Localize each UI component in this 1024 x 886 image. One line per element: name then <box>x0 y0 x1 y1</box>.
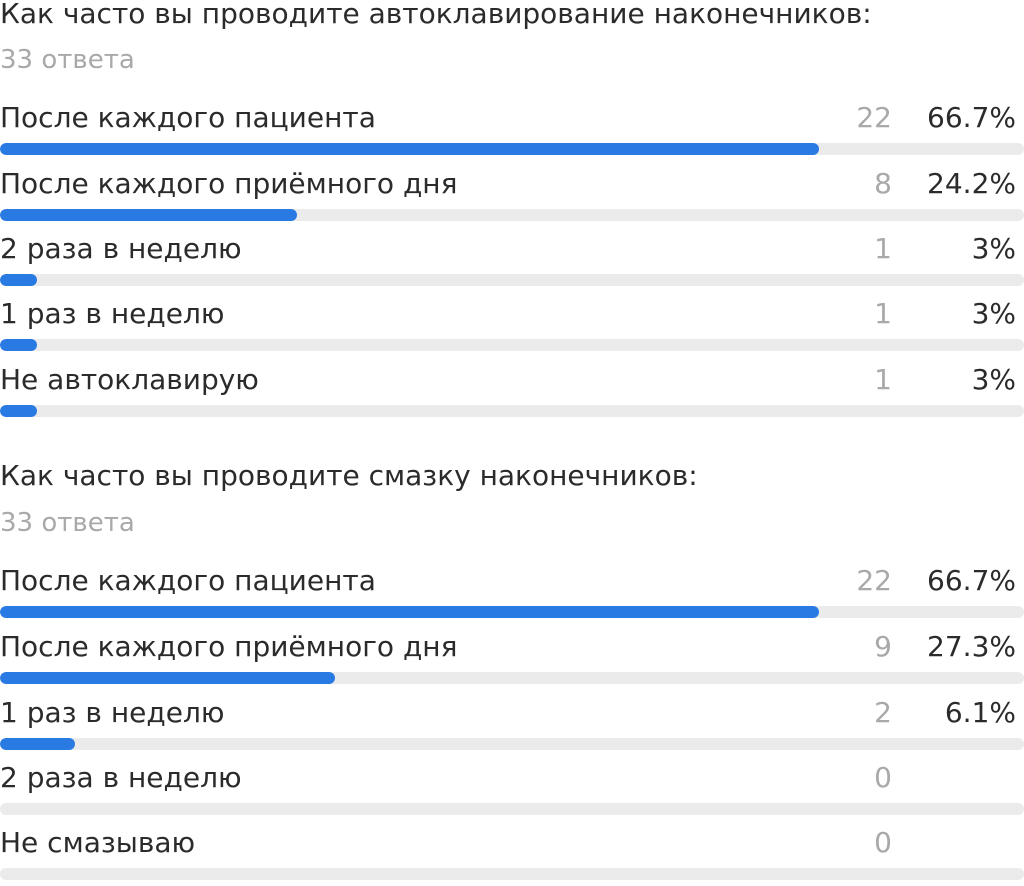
option-count: 8 <box>874 167 892 200</box>
option-percent: 27.3% <box>927 630 1016 663</box>
option-count: 22 <box>856 101 892 134</box>
option-label: После каждого пациента <box>0 564 376 597</box>
question-1-option-row: После каждого пациента 22 66.7% <box>0 101 1024 161</box>
option-label: Не автоклавирую <box>0 363 259 396</box>
question-1-option-row: Не автоклавирую 1 3% <box>0 363 1024 423</box>
bar-fill <box>0 405 37 417</box>
question-2-option-row: 2 раза в неделю 0 <box>0 761 1024 821</box>
question-2-option-row: 1 раз в неделю 2 6.1% <box>0 696 1024 756</box>
option-label: 1 раз в неделю <box>0 696 225 729</box>
option-label: После каждого пациента <box>0 101 376 134</box>
option-percent: 66.7% <box>927 101 1016 134</box>
option-percent: 66.7% <box>927 564 1016 597</box>
bar-fill <box>0 143 820 155</box>
question-2-option-row: После каждого пациента 22 66.7% <box>0 564 1024 624</box>
bar-track <box>0 143 1024 155</box>
bar-fill <box>0 209 298 221</box>
question-1-option-row: После каждого приёмного дня 8 24.2% <box>0 167 1024 227</box>
bar-track <box>0 672 1024 684</box>
option-count: 1 <box>874 297 892 330</box>
option-count: 1 <box>874 232 892 265</box>
question-1-option-row: 1 раз в неделю 1 3% <box>0 297 1024 357</box>
option-percent: 3% <box>971 297 1016 330</box>
option-percent: 3% <box>971 363 1016 396</box>
option-label: После каждого приёмного дня <box>0 167 458 200</box>
bar-fill <box>0 274 37 286</box>
bar-track <box>0 274 1024 286</box>
bar-fill <box>0 339 37 351</box>
option-label: Не смазываю <box>0 826 196 859</box>
bar-track <box>0 606 1024 618</box>
bar-track <box>0 868 1024 880</box>
bar-fill <box>0 672 336 684</box>
bar-fill <box>0 606 820 618</box>
option-count: 2 <box>874 696 892 729</box>
bar-track <box>0 209 1024 221</box>
bar-track <box>0 803 1024 815</box>
option-label: 2 раза в неделю <box>0 232 242 265</box>
bar-track <box>0 738 1024 750</box>
option-label: После каждого приёмного дня <box>0 630 458 663</box>
option-label: 1 раз в неделю <box>0 297 225 330</box>
option-percent: 24.2% <box>927 167 1016 200</box>
option-percent: 6.1% <box>944 696 1016 729</box>
option-count: 1 <box>874 363 892 396</box>
question-2-response-count: 33 ответа <box>0 508 135 538</box>
option-count: 0 <box>874 761 892 794</box>
question-1-option-row: 2 раза в неделю 1 3% <box>0 232 1024 292</box>
option-count: 22 <box>856 564 892 597</box>
bar-track <box>0 405 1024 417</box>
question-2-title: Как часто вы проводите смазку наконечник… <box>0 459 698 492</box>
question-1-response-count: 33 ответа <box>0 45 135 75</box>
question-2-option-row: После каждого приёмного дня 9 27.3% <box>0 630 1024 690</box>
bar-track <box>0 339 1024 351</box>
bar-fill <box>0 738 75 750</box>
option-count: 0 <box>874 826 892 859</box>
option-count: 9 <box>874 630 892 663</box>
question-2-option-row: Не смазываю 0 <box>0 826 1024 886</box>
option-label: 2 раза в неделю <box>0 761 242 794</box>
option-percent: 3% <box>971 232 1016 265</box>
question-1-title: Как часто вы проводите автоклавирование … <box>0 0 872 30</box>
